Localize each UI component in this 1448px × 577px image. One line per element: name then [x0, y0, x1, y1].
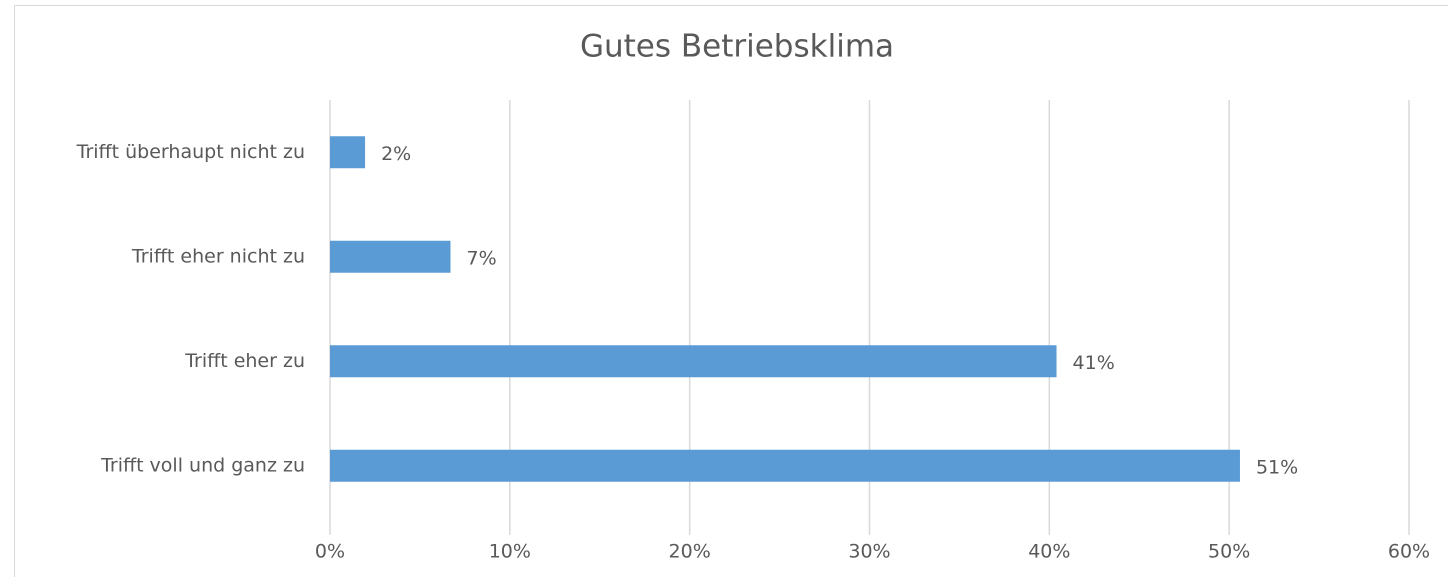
x-tick-label: 60% — [1388, 541, 1430, 563]
y-tick-label: Trifft voll und ganz zu — [100, 454, 305, 476]
x-tick-label: 40% — [1028, 541, 1070, 563]
data-label: 7% — [466, 247, 496, 269]
data-label: 2% — [381, 143, 411, 165]
y-tick-label: Trifft überhaupt nicht zu — [76, 141, 305, 163]
bar — [330, 345, 1057, 378]
bar — [330, 136, 366, 169]
y-tick-label: Trifft eher zu — [184, 350, 305, 372]
data-label: 41% — [1073, 352, 1115, 374]
chart-title: Gutes Betriebsklima — [580, 29, 894, 65]
bar — [330, 449, 1240, 482]
x-tick-label: 10% — [489, 541, 531, 563]
data-label: 51% — [1256, 456, 1298, 478]
bar — [330, 240, 451, 273]
x-tick-label: 0% — [315, 541, 345, 563]
x-tick-label: 50% — [1208, 541, 1250, 563]
x-tick-label: 20% — [669, 541, 711, 563]
x-tick-label: 30% — [848, 541, 890, 563]
chart-border — [14, 5, 1448, 577]
y-tick-label: Trifft eher nicht zu — [131, 245, 305, 267]
